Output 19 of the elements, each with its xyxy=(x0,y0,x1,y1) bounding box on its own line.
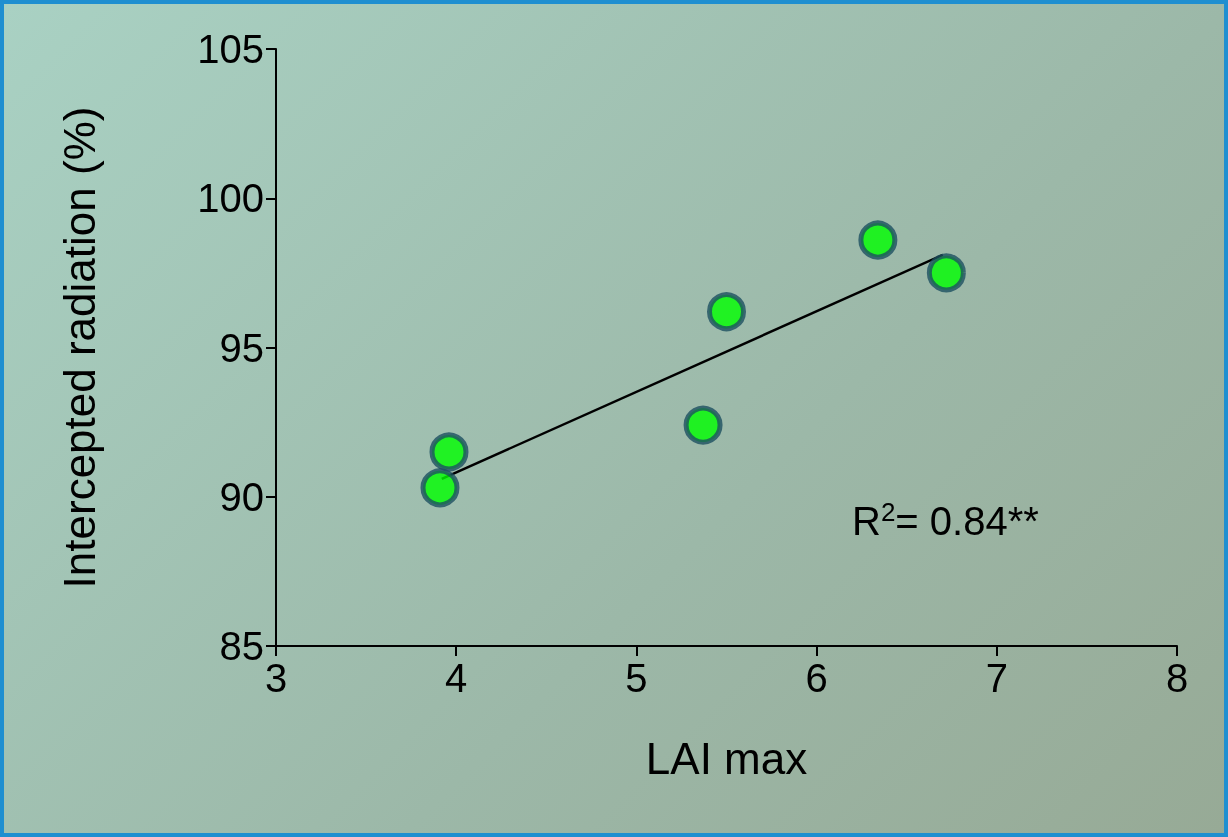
point xyxy=(707,292,746,332)
point xyxy=(420,468,460,508)
x-tick-label: 7 xyxy=(985,656,1008,700)
x-tick-label: 4 xyxy=(445,656,468,700)
point xyxy=(926,253,966,293)
x-tick-label: 3 xyxy=(264,656,288,700)
y-tick-label: 100 xyxy=(197,176,264,221)
x-tick-label: 6 xyxy=(805,656,828,700)
x-tick-label: 5 xyxy=(625,656,648,700)
y-tick-label: 85 xyxy=(219,624,264,668)
point xyxy=(683,405,723,445)
x-axis-title: LAI max xyxy=(645,733,808,783)
y-tick-label: 90 xyxy=(219,474,264,519)
point xyxy=(858,220,898,260)
y-tick-label: 95 xyxy=(219,325,264,370)
point xyxy=(429,432,469,472)
y-axis-title: Intercepted radiation (%) xyxy=(54,106,104,589)
y-tick-label: 105 xyxy=(197,27,264,71)
x-tick-label: 8 xyxy=(1165,656,1189,700)
